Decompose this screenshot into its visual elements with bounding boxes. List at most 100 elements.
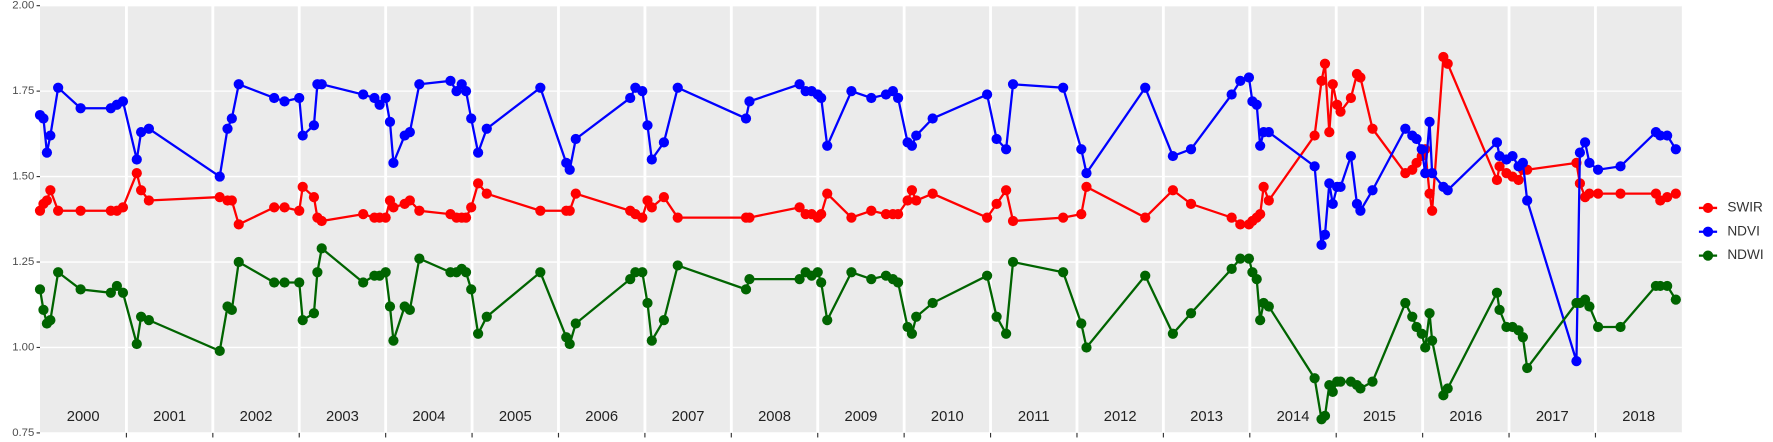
point [269, 202, 280, 213]
point [143, 123, 154, 134]
point [1367, 185, 1378, 196]
point [308, 120, 320, 131]
point [214, 345, 225, 356]
point [358, 277, 369, 288]
point [481, 188, 492, 199]
point [1076, 318, 1087, 329]
legend-key [1702, 202, 1714, 214]
point [233, 219, 244, 230]
point [466, 113, 477, 124]
year-label: 2002 [240, 409, 273, 425]
y-tick-label: 1.75 [12, 85, 34, 97]
point [892, 209, 904, 220]
point [1424, 116, 1435, 128]
point [1442, 58, 1453, 69]
point [316, 215, 327, 227]
year-label: 2013 [1190, 409, 1223, 425]
point [1345, 92, 1357, 104]
point [1420, 342, 1431, 353]
point [911, 130, 922, 141]
year-label: 2001 [153, 409, 186, 425]
point [1316, 75, 1327, 86]
point [1427, 168, 1438, 179]
point [1367, 376, 1378, 387]
point [1522, 362, 1533, 374]
point [473, 178, 484, 189]
year-label: 2009 [845, 409, 878, 425]
point [45, 185, 56, 196]
point [312, 267, 323, 278]
point [1309, 161, 1320, 172]
point [535, 267, 546, 278]
point [1185, 144, 1197, 155]
point [1058, 82, 1069, 93]
point [672, 82, 683, 93]
point [1491, 287, 1503, 298]
point [1327, 198, 1338, 210]
point [1263, 195, 1274, 206]
legend-key [1702, 250, 1714, 261]
point [135, 127, 147, 138]
point [642, 297, 653, 309]
point [1255, 140, 1266, 151]
point [1226, 212, 1237, 223]
point [991, 198, 1002, 210]
point [308, 191, 320, 203]
year-label: 2006 [585, 409, 618, 425]
point [740, 284, 752, 295]
point [1000, 185, 1012, 196]
point [570, 188, 581, 199]
point [297, 130, 308, 141]
point [111, 280, 123, 292]
point [1081, 342, 1092, 353]
point [911, 195, 922, 206]
point [1522, 195, 1533, 206]
point [535, 205, 546, 216]
point [1007, 79, 1019, 90]
point [1263, 127, 1274, 138]
point [1185, 308, 1197, 319]
point [1235, 253, 1246, 264]
point [1355, 205, 1366, 216]
point [646, 202, 657, 213]
point [1400, 123, 1411, 134]
point [466, 284, 477, 295]
point [822, 188, 833, 199]
point [1584, 301, 1595, 312]
point [625, 92, 636, 104]
point [1615, 321, 1626, 333]
point [866, 92, 877, 104]
point [1140, 82, 1151, 93]
year-label: 2016 [1449, 409, 1482, 425]
point [1517, 332, 1528, 343]
point [1507, 150, 1518, 162]
point [981, 212, 993, 223]
point [902, 195, 913, 206]
point [1185, 198, 1197, 210]
point [1670, 144, 1681, 155]
point [1167, 328, 1179, 339]
point [226, 304, 237, 315]
point [214, 191, 225, 203]
point [637, 212, 648, 223]
point [981, 89, 993, 100]
point [1309, 373, 1320, 384]
point [1592, 188, 1604, 199]
point [1007, 215, 1019, 227]
point [445, 75, 456, 86]
point [1662, 191, 1673, 203]
year-label: 2017 [1536, 409, 1569, 425]
point [374, 99, 385, 110]
point [45, 315, 56, 326]
point [269, 92, 280, 104]
point [1579, 137, 1591, 148]
point [1258, 181, 1269, 192]
point [53, 267, 64, 278]
point [481, 311, 492, 322]
point [991, 133, 1002, 145]
point [1355, 383, 1366, 394]
point [911, 311, 922, 322]
point [404, 195, 415, 206]
point [117, 202, 129, 213]
point [460, 86, 472, 97]
